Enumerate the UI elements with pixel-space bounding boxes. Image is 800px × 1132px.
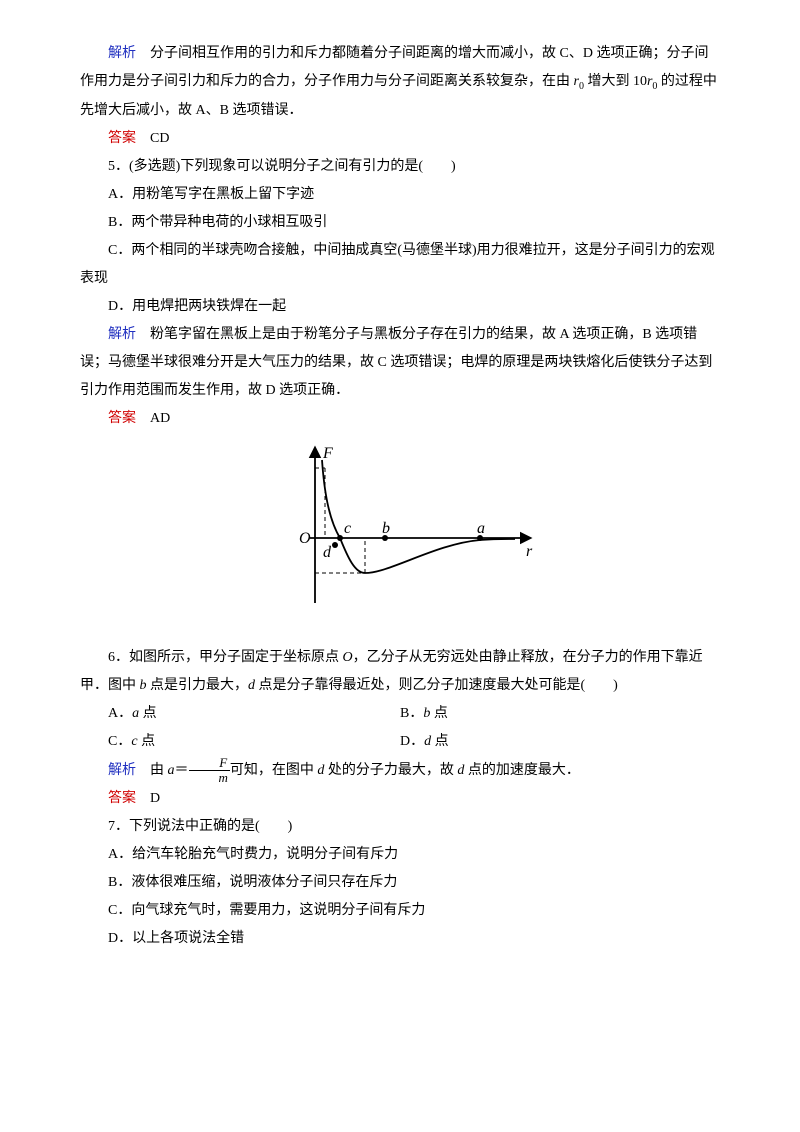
q6-B-pre: B． xyxy=(400,706,423,721)
q6-stem: 6．如图所示，甲分子固定于坐标原点 O，乙分子从无穷远处由静止释放，在分子力的作… xyxy=(80,644,720,700)
q5-answer: 答案 AD xyxy=(80,405,720,433)
q7-opt-d: D．以上各项说法全错 xyxy=(80,925,720,953)
q4-answer-text: CD xyxy=(136,131,169,146)
q6-row-ab: A．a 点 B．b 点 xyxy=(80,700,720,728)
q5-opt-a: A．用粉笔写字在黑板上留下字迹 xyxy=(80,181,720,209)
q6-an-tail: 点的加速度最大． xyxy=(464,763,580,778)
q4-answer: 答案 CD xyxy=(80,125,720,153)
answer-label: 答案 xyxy=(108,411,136,426)
q6-A-post: 点 xyxy=(139,706,157,721)
q6-b: b xyxy=(140,678,147,693)
q6-opt-b: B．b 点 xyxy=(400,700,720,728)
q6-figure: F Or c b a d xyxy=(80,443,720,634)
q6-O: O xyxy=(343,650,353,665)
fraction-F-over-m: Fm xyxy=(189,756,230,786)
svg-text:a: a xyxy=(477,520,485,537)
q6-A-pre: A． xyxy=(108,706,132,721)
q5-stem: 5．(多选题)下列现象可以说明分子之间有引力的是( ) xyxy=(80,153,720,181)
q4-analysis: 解析 分子间相互作用的引力和斥力都随着分子间距离的增大而减小，故 C、D 选项正… xyxy=(80,40,720,125)
q6-D-pre: D． xyxy=(400,734,424,749)
svg-text:F: F xyxy=(322,445,333,462)
svg-text:d: d xyxy=(323,544,332,561)
q6-an-post: 可知，在图中 xyxy=(230,763,318,778)
q7-opt-b: B．液体很难压缩，说明液体分子间只存在斥力 xyxy=(80,869,720,897)
q5-opt-b: B．两个带异种电荷的小球相互吸引 xyxy=(80,209,720,237)
analysis-label: 解析 xyxy=(108,327,136,342)
analysis-label: 解析 xyxy=(108,763,136,778)
q5-analysis-text: 粉笔字留在黑板上是由于粉笔分子与黑板分子存在引力的结果，故 A 选项正确，B 选… xyxy=(80,327,712,398)
q6-an-eq: ＝ xyxy=(175,763,189,778)
q6-analysis: 解析 由 a＝Fm可知，在图中 d 处的分子力最大，故 d 点的加速度最大． xyxy=(80,756,720,786)
q5-analysis: 解析 粉笔字留在黑板上是由于粉笔分子与黑板分子存在引力的结果，故 A 选项正确，… xyxy=(80,321,720,405)
q7-stem: 7．下列说法中正确的是( ) xyxy=(80,813,720,841)
q6-an-mid2: 处的分子力最大，故 xyxy=(324,763,457,778)
svg-text:c: c xyxy=(344,520,351,537)
q7-opt-a: A．给汽车轮胎充气时费力，说明分子间有斥力 xyxy=(80,841,720,869)
q5-opt-c: C．两个相同的半球壳吻合接触，中间抽成真空(马德堡半球)用力很难拉开，这是分子间… xyxy=(80,237,720,293)
analysis-label: 解析 xyxy=(108,46,136,61)
q6-d: d xyxy=(248,678,255,693)
q6-answer: 答案 D xyxy=(80,785,720,813)
svg-text:b: b xyxy=(382,520,390,537)
q6-an-pre: 由 xyxy=(136,763,168,778)
q6-opt-c: C．c 点 xyxy=(80,728,400,756)
q6-opt-d: D．d 点 xyxy=(400,728,720,756)
answer-label: 答案 xyxy=(108,131,136,146)
svg-text:r: r xyxy=(526,543,533,560)
q4-mid: 增大到 10 xyxy=(584,74,647,89)
q6-an-a: a xyxy=(168,763,175,778)
q6-s3: 点是引力最大， xyxy=(147,678,249,693)
q6-row-cd: C．c 点 D．d 点 xyxy=(80,728,720,756)
q6-C-post: 点 xyxy=(138,734,156,749)
q6-opt-a: A．a 点 xyxy=(80,700,400,728)
q7-opt-c: C．向气球充气时，需要用力，这说明分子间有斥力 xyxy=(80,897,720,925)
q5-answer-text: AD xyxy=(136,411,170,426)
frac-den: m xyxy=(189,771,230,785)
answer-label: 答案 xyxy=(108,791,136,806)
q6-s1: 6．如图所示，甲分子固定于坐标原点 xyxy=(108,650,343,665)
frac-num: F xyxy=(189,756,230,771)
q6-answer-text: D xyxy=(136,791,160,806)
q6-B-post: 点 xyxy=(430,706,448,721)
q5-opt-d: D．用电焊把两块铁焊在一起 xyxy=(80,293,720,321)
q6-C-pre: C． xyxy=(108,734,131,749)
q6-s4: 点是分子靠得最近处，则乙分子加速度最大处可能是( ) xyxy=(255,678,618,693)
force-distance-graph: F Or c b a d xyxy=(260,443,540,623)
q6-D-post: 点 xyxy=(431,734,449,749)
svg-text:O: O xyxy=(299,530,311,547)
